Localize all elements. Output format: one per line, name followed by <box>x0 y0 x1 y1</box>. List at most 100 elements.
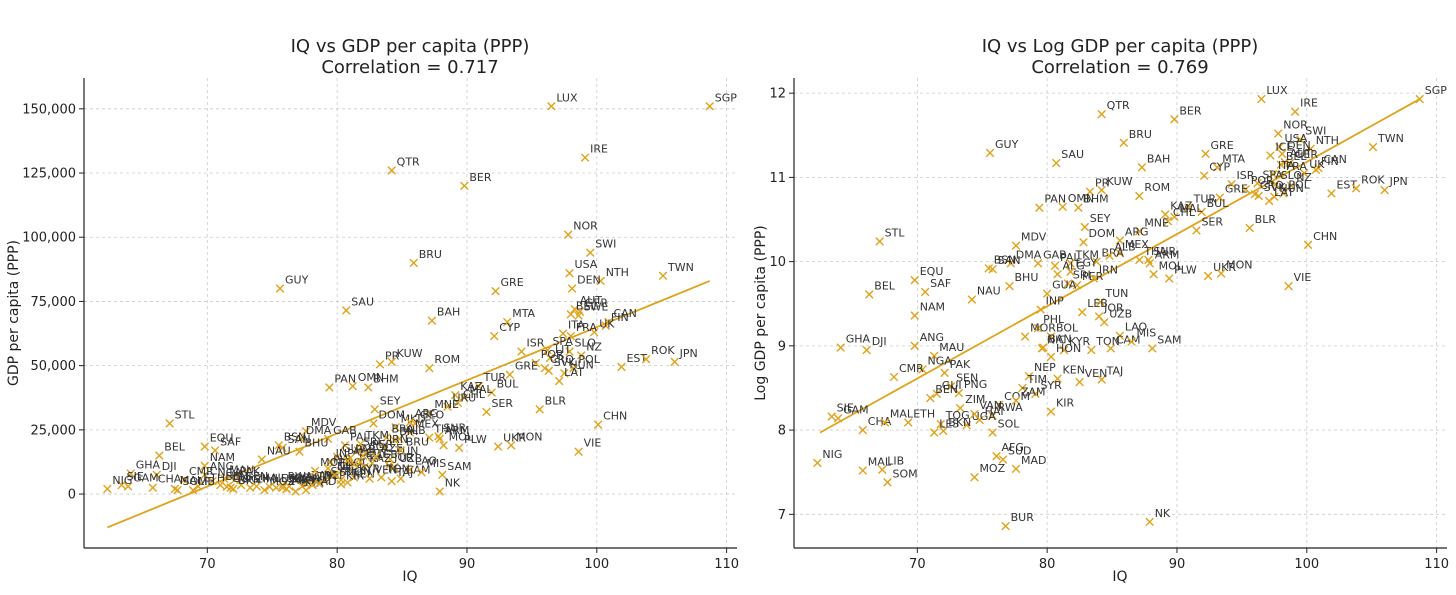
point-label: SAN <box>288 433 311 446</box>
data-point: ARG <box>405 407 439 427</box>
data-point: BRU <box>409 248 442 268</box>
x-marker <box>1046 332 1056 341</box>
x-marker <box>1097 185 1106 195</box>
data-point: UK <box>589 317 615 337</box>
x-marker <box>858 425 868 435</box>
x-marker <box>1033 323 1043 333</box>
x-marker <box>376 473 386 482</box>
data-point: SAM <box>438 460 472 480</box>
point-label: SOL <box>998 418 1021 431</box>
point-label: GUI <box>942 379 962 392</box>
point-label: MOL <box>449 430 474 443</box>
x-tick-label: 70 <box>909 557 926 572</box>
point-label: BHM <box>373 372 398 385</box>
point-label: CAM <box>1116 333 1141 346</box>
data-point: PLW <box>454 433 487 453</box>
data-point: HAI <box>252 471 281 491</box>
x-marker <box>1184 203 1193 213</box>
data-point: TIM <box>1018 373 1047 393</box>
point-label: KEN <box>1063 364 1085 377</box>
point-label: CAM <box>406 464 431 477</box>
chart-iq-vs-log-gdp: IQ vs Log GDP per capita (PPP) Correlati… <box>753 36 1449 585</box>
data-point: GAB <box>1033 248 1067 268</box>
y-tick-label: 10 <box>769 255 786 270</box>
point-label: PAN <box>334 372 356 385</box>
point-label: SYR <box>1040 379 1062 392</box>
x-tick-label: 80 <box>1039 557 1056 572</box>
x-marker <box>405 417 415 427</box>
x-marker <box>1033 259 1043 268</box>
data-point: MAL <box>1170 202 1203 222</box>
x-marker <box>929 351 939 361</box>
x-marker <box>395 434 404 444</box>
point-label: SOM <box>892 467 917 480</box>
point-label: HUN <box>569 358 594 371</box>
x-marker <box>1253 178 1262 188</box>
y-tick-label: 25,000 <box>31 423 77 438</box>
point-label: KUW <box>1107 175 1133 188</box>
data-point: GUA <box>332 442 367 462</box>
x-marker <box>926 393 935 403</box>
point-label: QTR <box>1107 99 1130 112</box>
point-label: MNE <box>434 398 459 411</box>
point-label: THA <box>1143 245 1167 258</box>
x-marker <box>252 482 261 491</box>
point-label: NZ <box>586 340 602 353</box>
x-marker <box>988 411 997 421</box>
data-point: SPA <box>1253 168 1283 188</box>
point-label: PHL <box>1043 313 1065 326</box>
point-label: KIR <box>1056 397 1074 410</box>
x-marker <box>1245 223 1254 233</box>
point-label: ARG <box>415 407 439 420</box>
x-marker <box>348 381 358 391</box>
x-marker <box>1314 163 1323 173</box>
data-point: LAO <box>405 455 438 474</box>
point-label: IRN <box>1099 263 1118 276</box>
x-marker <box>998 455 1008 464</box>
x-marker <box>482 407 491 417</box>
data-point: TKM <box>1066 248 1099 268</box>
point-label: GER <box>1295 148 1318 161</box>
x-marker <box>1053 269 1062 279</box>
x-marker <box>387 166 396 175</box>
point-label: CRO <box>1260 179 1284 192</box>
data-point: CMR <box>889 362 924 382</box>
data-point: SLO <box>1271 169 1302 189</box>
data-point: BRU <box>1119 128 1152 148</box>
data-point: SER <box>482 397 513 417</box>
x-marker <box>1066 267 1075 277</box>
data-point: SEN <box>236 470 268 490</box>
data-point: TOG <box>936 409 970 429</box>
x-marker <box>531 358 541 368</box>
x-marker <box>278 443 287 453</box>
data-point: KUW <box>1097 175 1133 195</box>
point-label: MOR <box>1030 322 1056 335</box>
data-point: JPN <box>670 347 698 367</box>
point-label: POL <box>578 353 600 366</box>
data-point: CRO <box>540 353 574 373</box>
point-label: SIE <box>127 470 144 483</box>
data-point: COM <box>994 390 1030 410</box>
point-label: DOM <box>1089 227 1116 240</box>
point-label: GUY <box>285 274 309 287</box>
point-label: HAI <box>262 471 281 484</box>
chart-title: IQ vs GDP per capita (PPP) <box>291 36 530 57</box>
data-point: MOZ <box>260 475 296 495</box>
data-point: DMA <box>296 424 332 444</box>
point-label: EQU <box>210 432 234 445</box>
point-label: PAK <box>240 465 261 478</box>
chart-subtitle: Correlation = 0.769 <box>1031 57 1208 78</box>
data-point: CAN <box>1314 153 1347 173</box>
data-point: ARG <box>1115 226 1149 245</box>
point-label: LAO <box>1125 321 1148 334</box>
point-label: TUR <box>483 371 507 384</box>
point-label: SEY <box>380 394 401 407</box>
x-marker <box>257 455 267 464</box>
data-point: POR <box>1241 174 1274 194</box>
x-marker <box>883 478 892 487</box>
point-label: SUD <box>1008 445 1032 458</box>
data-point: CHA <box>858 415 892 435</box>
data-point: NTH <box>1306 134 1339 154</box>
point-label: TAJ <box>396 466 414 479</box>
x-marker <box>417 467 426 477</box>
